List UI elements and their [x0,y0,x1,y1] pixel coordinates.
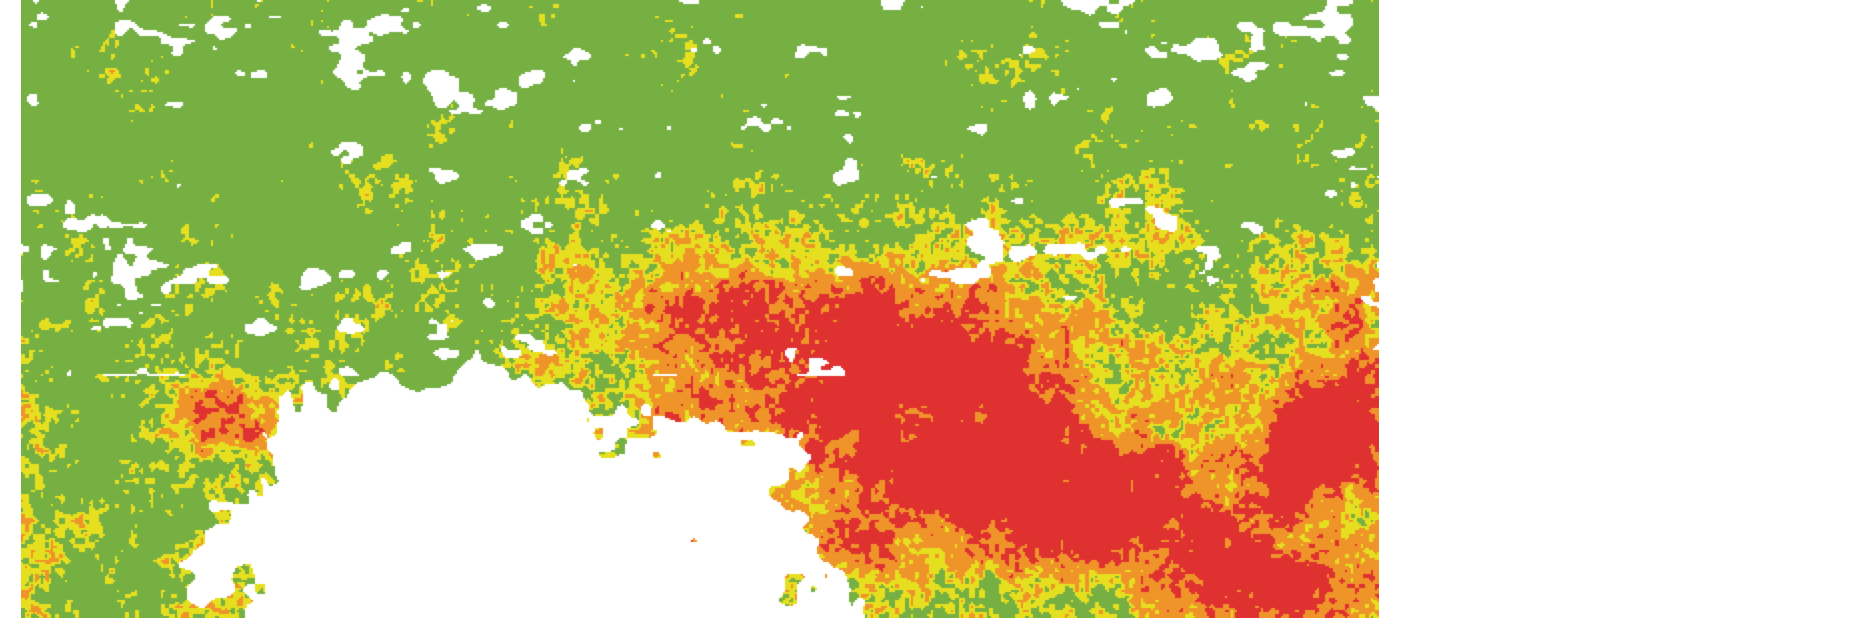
map-canvas [21,0,1379,618]
raster-map [21,0,1379,618]
